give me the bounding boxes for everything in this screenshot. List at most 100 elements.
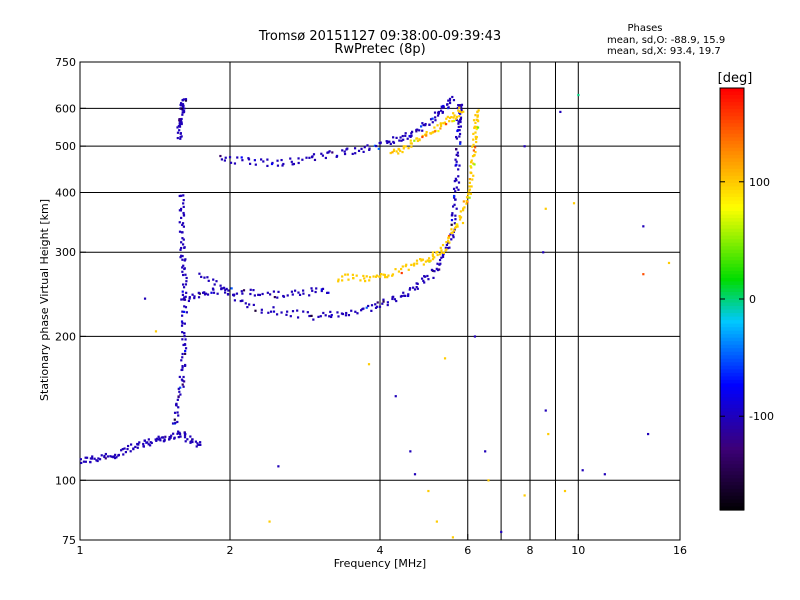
data-point bbox=[404, 145, 407, 148]
colorbar-band bbox=[720, 249, 744, 254]
data-point bbox=[477, 109, 480, 112]
data-point bbox=[410, 263, 413, 266]
data-point bbox=[181, 258, 184, 261]
noise-point bbox=[268, 520, 271, 523]
colorbar-band bbox=[720, 320, 744, 325]
data-point bbox=[398, 139, 401, 142]
data-point bbox=[311, 289, 314, 292]
data-point bbox=[137, 443, 140, 446]
data-point bbox=[254, 309, 257, 312]
data-point bbox=[178, 375, 181, 379]
data-point bbox=[452, 196, 456, 199]
data-point bbox=[381, 302, 384, 305]
colorbar-band bbox=[720, 109, 744, 114]
data-point bbox=[187, 299, 191, 303]
data-point bbox=[257, 293, 260, 296]
data-point bbox=[391, 297, 394, 301]
noise-point bbox=[435, 520, 438, 523]
data-point bbox=[183, 259, 186, 262]
data-point bbox=[266, 158, 269, 161]
data-point bbox=[223, 159, 226, 162]
data-point bbox=[448, 120, 451, 123]
data-point bbox=[286, 310, 289, 313]
colorbar-band bbox=[720, 443, 744, 448]
data-point bbox=[324, 156, 327, 160]
data-point bbox=[421, 135, 424, 139]
stats-line-x: mean, sd,X: 93.4, 19.7 bbox=[607, 46, 721, 57]
data-point bbox=[399, 149, 402, 152]
data-point bbox=[434, 116, 437, 119]
x-tick-label: 10 bbox=[571, 544, 585, 557]
data-point bbox=[468, 178, 471, 181]
data-point bbox=[315, 287, 318, 290]
data-point bbox=[180, 254, 183, 257]
data-point bbox=[470, 166, 473, 169]
data-point bbox=[179, 435, 182, 438]
data-point bbox=[452, 195, 456, 198]
data-point bbox=[189, 435, 192, 438]
data-point bbox=[176, 432, 179, 435]
data-point bbox=[436, 268, 440, 272]
data-point bbox=[455, 118, 458, 122]
data-point bbox=[451, 231, 454, 234]
data-point bbox=[347, 278, 350, 281]
data-point bbox=[450, 116, 453, 119]
colorbar-band bbox=[720, 130, 744, 135]
data-point bbox=[462, 200, 465, 203]
data-point bbox=[458, 110, 462, 113]
data-point bbox=[95, 459, 98, 462]
data-point bbox=[103, 455, 106, 459]
data-point bbox=[178, 433, 182, 436]
trace-e-es-blob bbox=[79, 430, 202, 465]
data-point bbox=[431, 253, 434, 257]
data-point bbox=[431, 255, 435, 258]
data-point bbox=[383, 273, 387, 277]
noise-point bbox=[451, 536, 455, 539]
data-point bbox=[458, 132, 462, 136]
data-point bbox=[219, 284, 222, 287]
data-point bbox=[416, 287, 419, 290]
data-point bbox=[365, 275, 368, 278]
data-point bbox=[184, 347, 188, 350]
data-point bbox=[291, 293, 294, 296]
data-point bbox=[341, 279, 344, 282]
data-point bbox=[386, 301, 389, 304]
data-point bbox=[280, 158, 283, 162]
data-point bbox=[182, 194, 185, 197]
data-point bbox=[388, 140, 391, 143]
data-point bbox=[106, 455, 109, 458]
colorbar-band bbox=[720, 379, 744, 384]
noise-point bbox=[367, 363, 371, 366]
colorbar-band bbox=[720, 415, 744, 420]
noise-point bbox=[143, 297, 147, 300]
data-point bbox=[457, 122, 460, 125]
data-point bbox=[224, 156, 227, 159]
data-point bbox=[178, 129, 181, 132]
data-point bbox=[434, 119, 437, 122]
data-point bbox=[375, 305, 379, 308]
data-point bbox=[460, 106, 463, 109]
data-point bbox=[372, 275, 375, 278]
data-point bbox=[182, 205, 185, 209]
colorbar-band bbox=[720, 137, 744, 142]
data-point bbox=[392, 136, 395, 139]
plot-area: 1 2 4 6 8 10 16 75 100 200 300 400 500 600 750 bbox=[55, 56, 687, 557]
data-point bbox=[210, 291, 213, 294]
colorbar-band bbox=[720, 478, 744, 483]
data-point bbox=[447, 234, 451, 238]
colorbar-band bbox=[720, 123, 744, 128]
data-point bbox=[360, 309, 363, 312]
data-point bbox=[431, 258, 435, 261]
data-point bbox=[104, 452, 107, 456]
colorbar-band bbox=[720, 172, 744, 177]
noise-point bbox=[409, 450, 412, 453]
data-point bbox=[347, 314, 351, 317]
data-point bbox=[439, 109, 443, 112]
y-tick-label: 100 bbox=[55, 474, 76, 487]
data-point bbox=[184, 99, 188, 102]
data-point bbox=[282, 294, 285, 298]
data-point bbox=[392, 148, 396, 151]
data-point bbox=[122, 453, 125, 456]
data-point bbox=[158, 437, 161, 440]
data-point bbox=[252, 303, 255, 307]
